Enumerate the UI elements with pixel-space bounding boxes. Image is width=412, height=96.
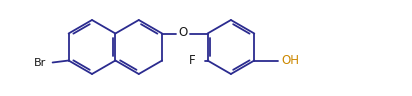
Text: O: O [178,26,187,39]
Text: F: F [189,54,196,67]
Text: Br: Br [34,58,47,67]
Text: OH: OH [281,54,299,67]
